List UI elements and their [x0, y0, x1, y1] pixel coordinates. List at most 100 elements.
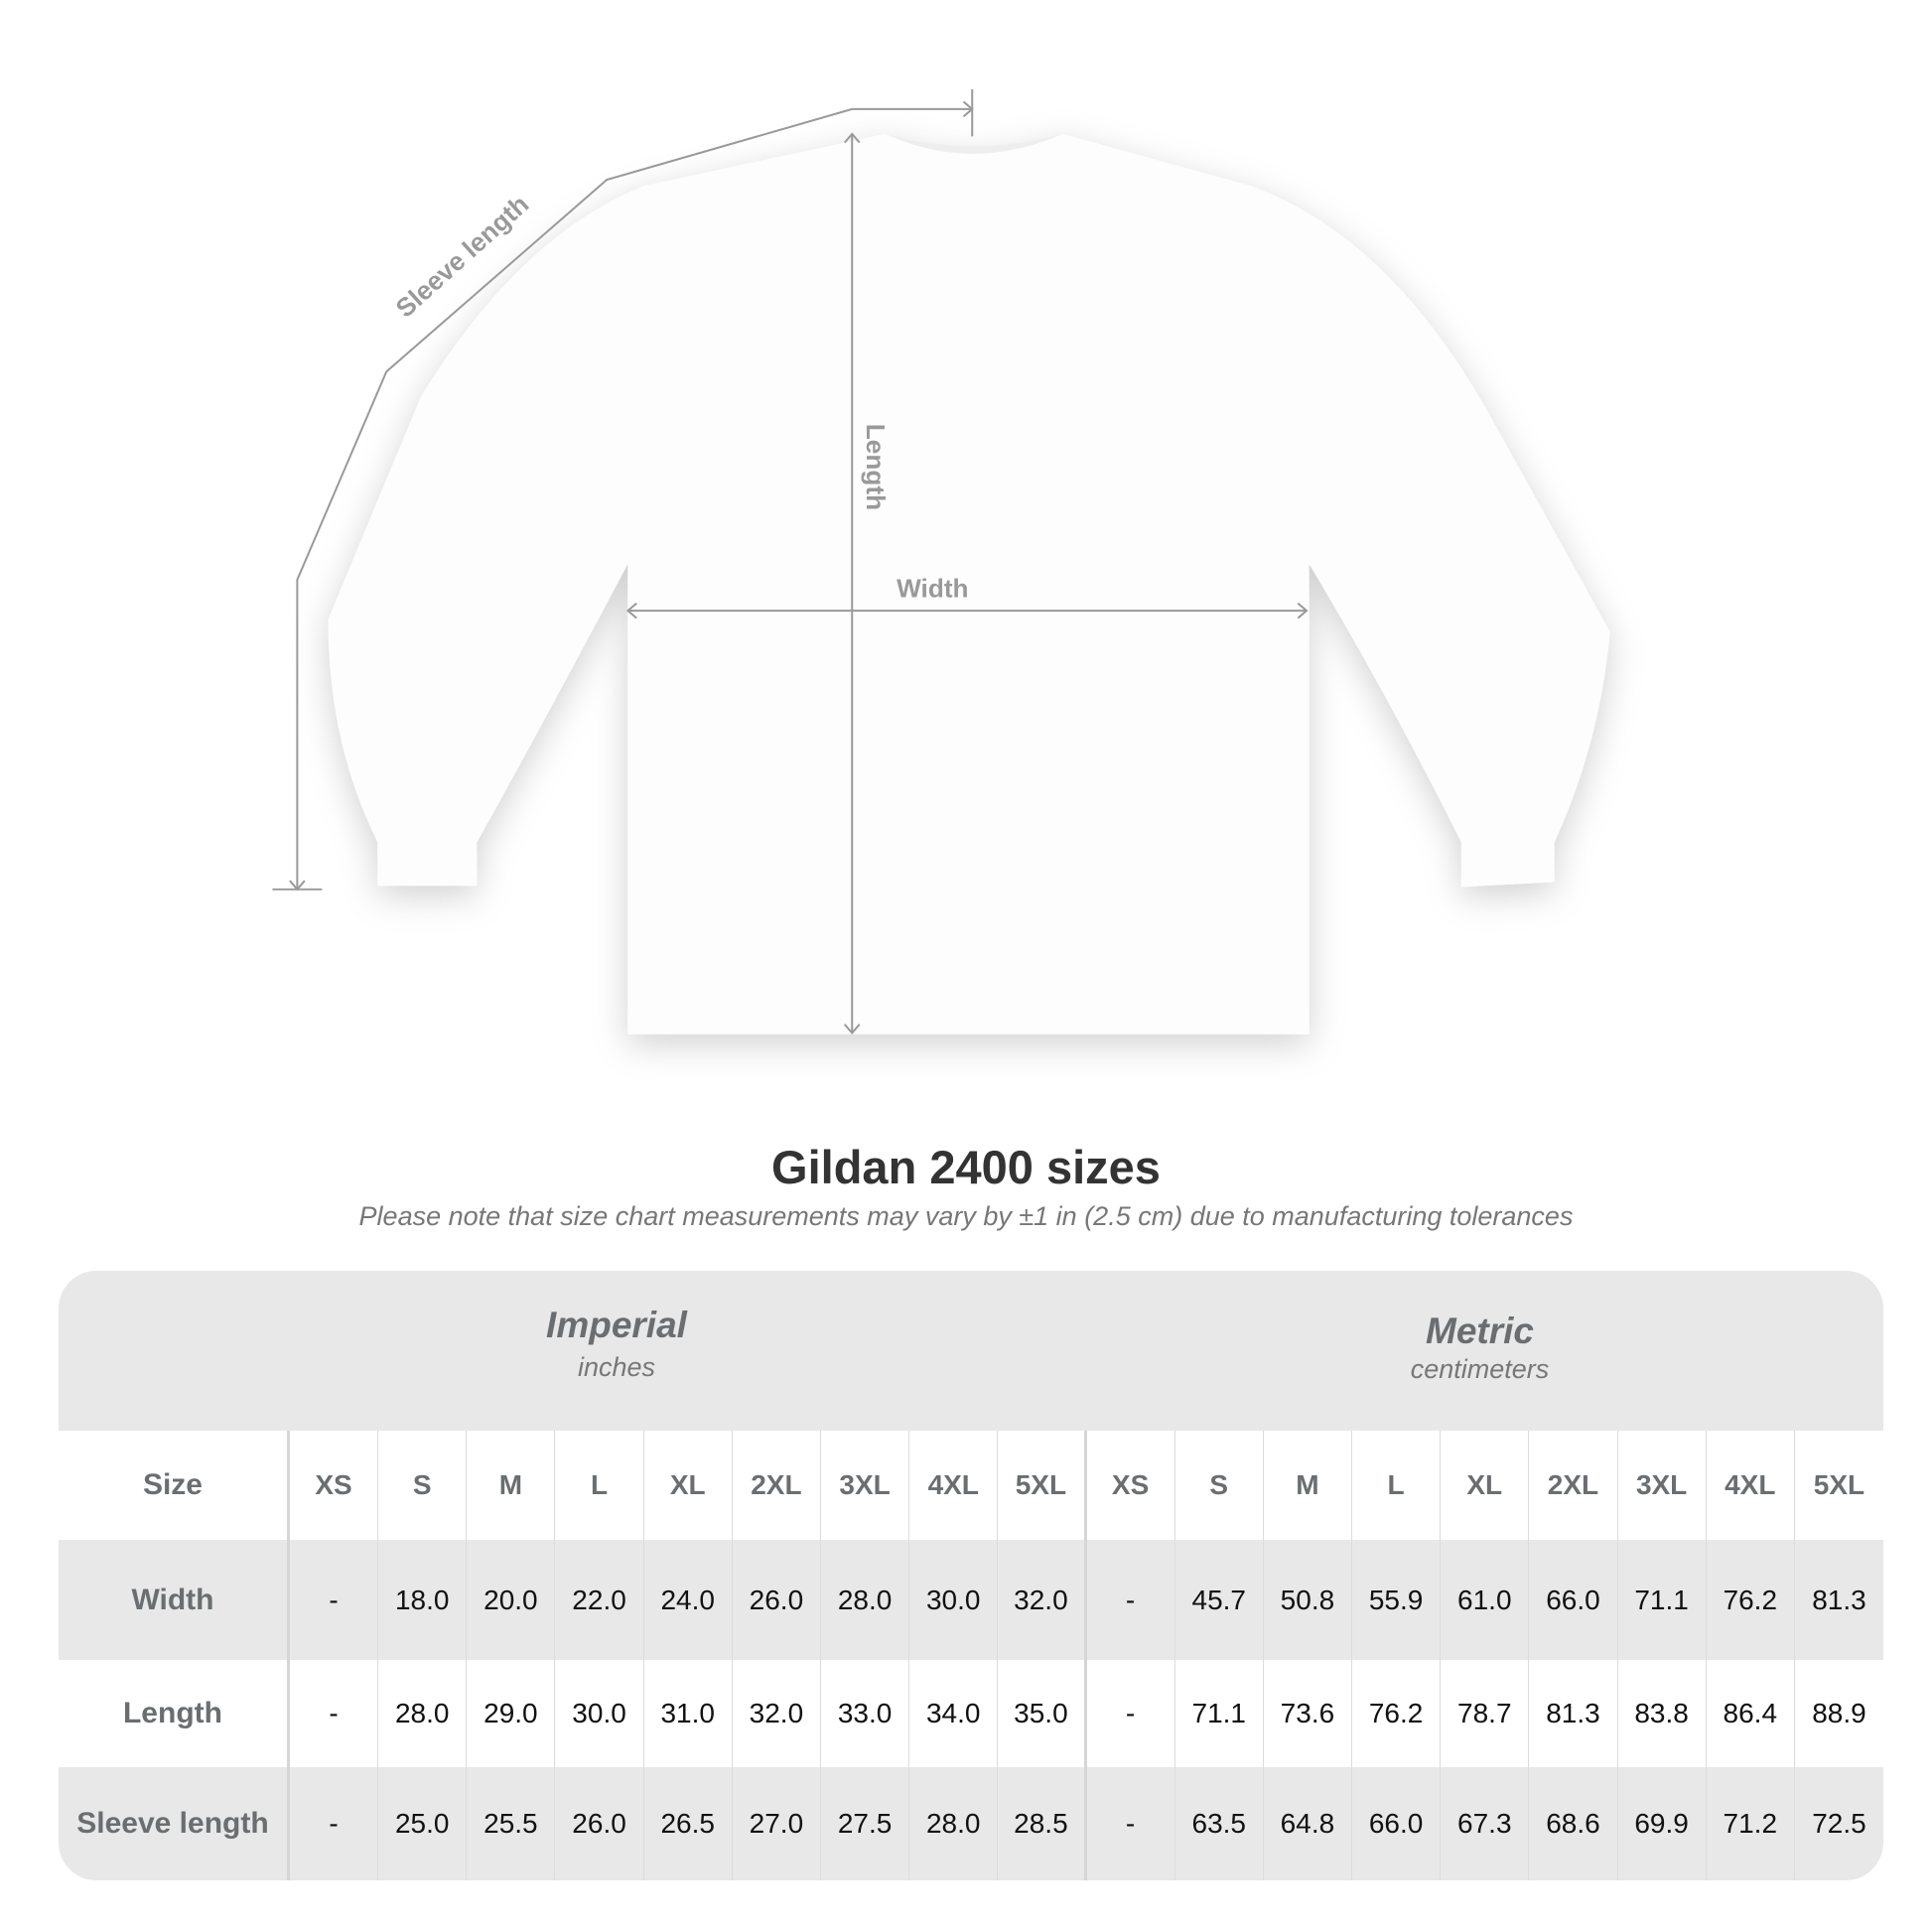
collar: [885, 133, 1063, 154]
table-cell-metric: 76.2: [1707, 1540, 1795, 1660]
row-label: Width: [59, 1540, 290, 1660]
size-header-imperial: 2XL: [733, 1431, 821, 1540]
size-header-imperial: L: [555, 1431, 644, 1540]
table-cell-imperial: 32.0: [998, 1540, 1087, 1660]
table-cell-metric: 83.8: [1618, 1660, 1707, 1767]
table-cell-metric: 68.6: [1529, 1767, 1618, 1880]
table-cell-metric: 86.4: [1707, 1660, 1795, 1767]
table-cell-imperial: 27.0: [733, 1767, 821, 1880]
tolerance-note: Please note that size chart measurements…: [358, 1201, 1574, 1231]
width-label: Width: [897, 573, 968, 603]
table-cell-metric: 67.3: [1441, 1767, 1530, 1880]
table-cell-imperial: 28.0: [821, 1540, 910, 1660]
size-header-imperial: 4XL: [909, 1431, 999, 1540]
size-header-metric: L: [1352, 1431, 1442, 1540]
table-cell-imperial: 33.0: [821, 1660, 910, 1767]
arrow-head: [962, 100, 974, 118]
metric-title: Metric: [1426, 1311, 1534, 1351]
length-label: Length: [861, 424, 891, 510]
arrow-head: [289, 880, 306, 892]
table-cell-imperial: -: [290, 1767, 379, 1880]
table-cell-imperial: 26.0: [555, 1767, 644, 1880]
table-cell-metric: 72.5: [1812, 1808, 1866, 1839]
size-header-metric: XL: [1441, 1431, 1530, 1540]
table-cell-imperial: 29.0: [467, 1660, 556, 1767]
size-header-imperial: M: [467, 1431, 556, 1540]
shirt-diagram: Sleeve length Length Width: [272, 88, 1610, 1035]
table-cell-imperial: 25.0: [378, 1767, 468, 1880]
size-header-metric: 2XL: [1529, 1431, 1618, 1540]
size-header-imperial: XS: [290, 1431, 379, 1540]
imperial-unit: inches: [577, 1352, 656, 1382]
table-cell-imperial: 24.0: [644, 1540, 733, 1660]
table-cell-metric: 71.1: [1618, 1540, 1707, 1660]
measure-lines: [272, 88, 1309, 1035]
size-header-imperial: 3XL: [821, 1431, 910, 1540]
table-cell-metric: 71.1: [1175, 1660, 1264, 1767]
table-cell-metric: 81.3: [1529, 1660, 1618, 1767]
size-header-row: Size XS S M L XL 2XL 3XL 4XL 5XL XS S M L XL 2XL 3XL 4XL…: [59, 1431, 1883, 1540]
arrow-head: [625, 602, 637, 620]
table-cell-metric: -: [1087, 1767, 1175, 1880]
table-cell-metric: 71.2: [1707, 1767, 1795, 1880]
page-title: Gildan 2400 sizes: [771, 1141, 1161, 1193]
table-cell-imperial: 28.5: [998, 1767, 1087, 1880]
table-row-length: Length -28.0 29.0 30.0 31.0 32.0 33.0 34.0 35.0-…: [59, 1660, 1883, 1767]
table-cell-metric: 61.0: [1441, 1540, 1530, 1660]
metric-header: Metric centimeters: [1076, 1271, 1883, 1431]
sleeve-length-line: [296, 107, 973, 890]
imperial-header: Imperial inches: [59, 1271, 1174, 1431]
size-header-metric: XS: [1087, 1431, 1175, 1540]
table-cell-imperial: 28.0: [378, 1660, 468, 1767]
table-cell-metric: 50.8: [1264, 1540, 1353, 1660]
table-cell-imperial: -: [290, 1660, 379, 1767]
table-row-sleeve-length: Sleeve length -25.0 25.5 26.0 26.5 27.0 27.5 28…: [59, 1767, 1883, 1880]
table-cell-imperial: 28.0: [909, 1767, 999, 1880]
size-header-imperial: 5XL: [998, 1431, 1087, 1540]
metric-unit: centimeters: [1410, 1354, 1550, 1384]
table-cell-metric: 66.0: [1352, 1767, 1442, 1880]
size-header-metric: 5XL: [1813, 1469, 1865, 1500]
row-label: Length: [59, 1660, 290, 1767]
table-cell-metric: 55.9: [1352, 1540, 1442, 1660]
table-cell-imperial: 27.5: [821, 1767, 910, 1880]
size-label: Size: [59, 1431, 290, 1540]
long-sleeve-shirt-illustration: [328, 133, 1610, 1035]
table-cell-metric: 73.6: [1264, 1660, 1353, 1767]
table-cell-imperial: 26.0: [733, 1540, 821, 1660]
size-header-metric: M: [1264, 1431, 1353, 1540]
row-label: Sleeve length: [59, 1767, 290, 1880]
table-cell-imperial: 30.0: [909, 1540, 999, 1660]
table-cell-metric: 66.0: [1529, 1540, 1618, 1660]
imperial-title: Imperial: [546, 1305, 687, 1345]
arrow-head: [843, 132, 861, 144]
table-cell-metric: 63.5: [1175, 1767, 1264, 1880]
table-cell-imperial: 35.0: [998, 1660, 1087, 1767]
table-cell-imperial: 20.0: [467, 1540, 556, 1660]
table-cell-imperial: 30.0: [555, 1660, 644, 1767]
table-cell-metric: 76.2: [1352, 1660, 1442, 1767]
size-header-imperial: XL: [644, 1431, 733, 1540]
table-row-width: Width -18.0 20.0 22.0 24.0 26.0 28.0 30.0 32.0-4…: [59, 1540, 1883, 1660]
table-cell-imperial: 26.5: [644, 1767, 733, 1880]
table-cell-metric: 45.7: [1175, 1540, 1264, 1660]
table-cell-metric: 78.7: [1441, 1660, 1530, 1767]
size-header-metric: 4XL: [1707, 1431, 1795, 1540]
table-cell-metric: 88.9: [1812, 1698, 1866, 1728]
table-cell-metric: 64.8: [1264, 1767, 1353, 1880]
table-cell-imperial: 34.0: [909, 1660, 999, 1767]
arrow-head: [843, 1024, 861, 1035]
table-cell-imperial: 25.5: [467, 1767, 556, 1880]
size-header-metric: 3XL: [1618, 1431, 1707, 1540]
table-cell-metric: 81.3: [1812, 1584, 1866, 1615]
table-cell-imperial: 31.0: [644, 1660, 733, 1767]
table-cell-metric: -: [1087, 1540, 1175, 1660]
table-cell-imperial: -: [290, 1540, 379, 1660]
size-header-imperial: S: [378, 1431, 468, 1540]
table-cell-metric: 69.9: [1618, 1767, 1707, 1880]
table-cell-metric: -: [1087, 1660, 1175, 1767]
table-cell-imperial: 22.0: [555, 1540, 644, 1660]
size-table: Imperial inches Metric centimeters Size …: [59, 1271, 1883, 1880]
size-header-metric: S: [1175, 1431, 1264, 1540]
table-cell-imperial: 18.0: [378, 1540, 468, 1660]
